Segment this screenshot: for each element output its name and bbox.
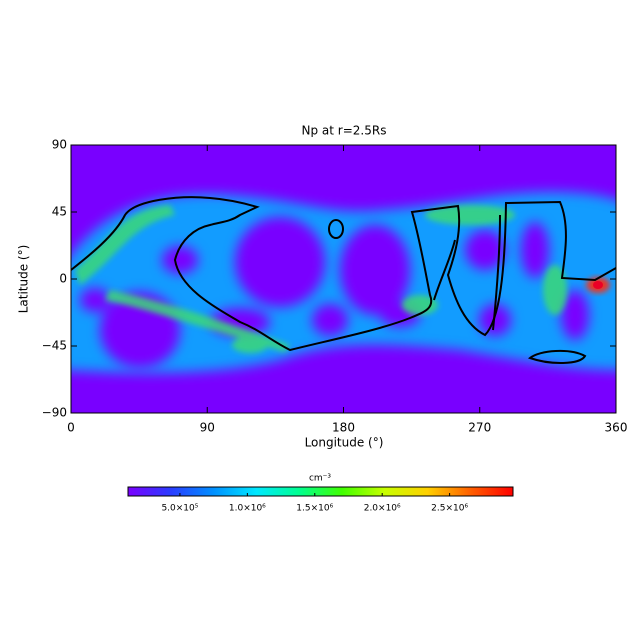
x-tick-label: 90 bbox=[200, 421, 215, 435]
x-tick-label: 270 bbox=[468, 421, 491, 435]
x-axis-label: Longitude (°) bbox=[305, 436, 384, 450]
y-tick-label: −90 bbox=[42, 406, 67, 420]
colorbar-tick-label: 2.5×10⁶ bbox=[431, 504, 468, 514]
colorbar-tick-label: 2.0×10⁶ bbox=[364, 504, 401, 514]
colorbar bbox=[127, 486, 514, 497]
colorbar-tick-label: 5.0×10⁵ bbox=[161, 504, 198, 514]
x-tick-label: 360 bbox=[605, 421, 628, 435]
y-tick-label: 0 bbox=[59, 272, 67, 286]
colorbar-label: cm⁻³ bbox=[309, 474, 331, 484]
colorbar-tick-label: 1.5×10⁶ bbox=[296, 504, 333, 514]
x-tick-label: 0 bbox=[67, 421, 75, 435]
contour bbox=[71, 196, 616, 364]
colorbar-tick-label: 1.0×10⁶ bbox=[229, 504, 266, 514]
y-tick-label: −45 bbox=[42, 339, 67, 353]
density-field bbox=[71, 145, 616, 413]
y-tick-label: 90 bbox=[52, 138, 67, 152]
y-tick-label: 45 bbox=[52, 205, 67, 219]
y-axis-label: Latitude (°) bbox=[17, 245, 31, 314]
chart-title: Np at r=2.5Rs bbox=[302, 124, 387, 138]
x-tick-label: 180 bbox=[332, 421, 355, 435]
